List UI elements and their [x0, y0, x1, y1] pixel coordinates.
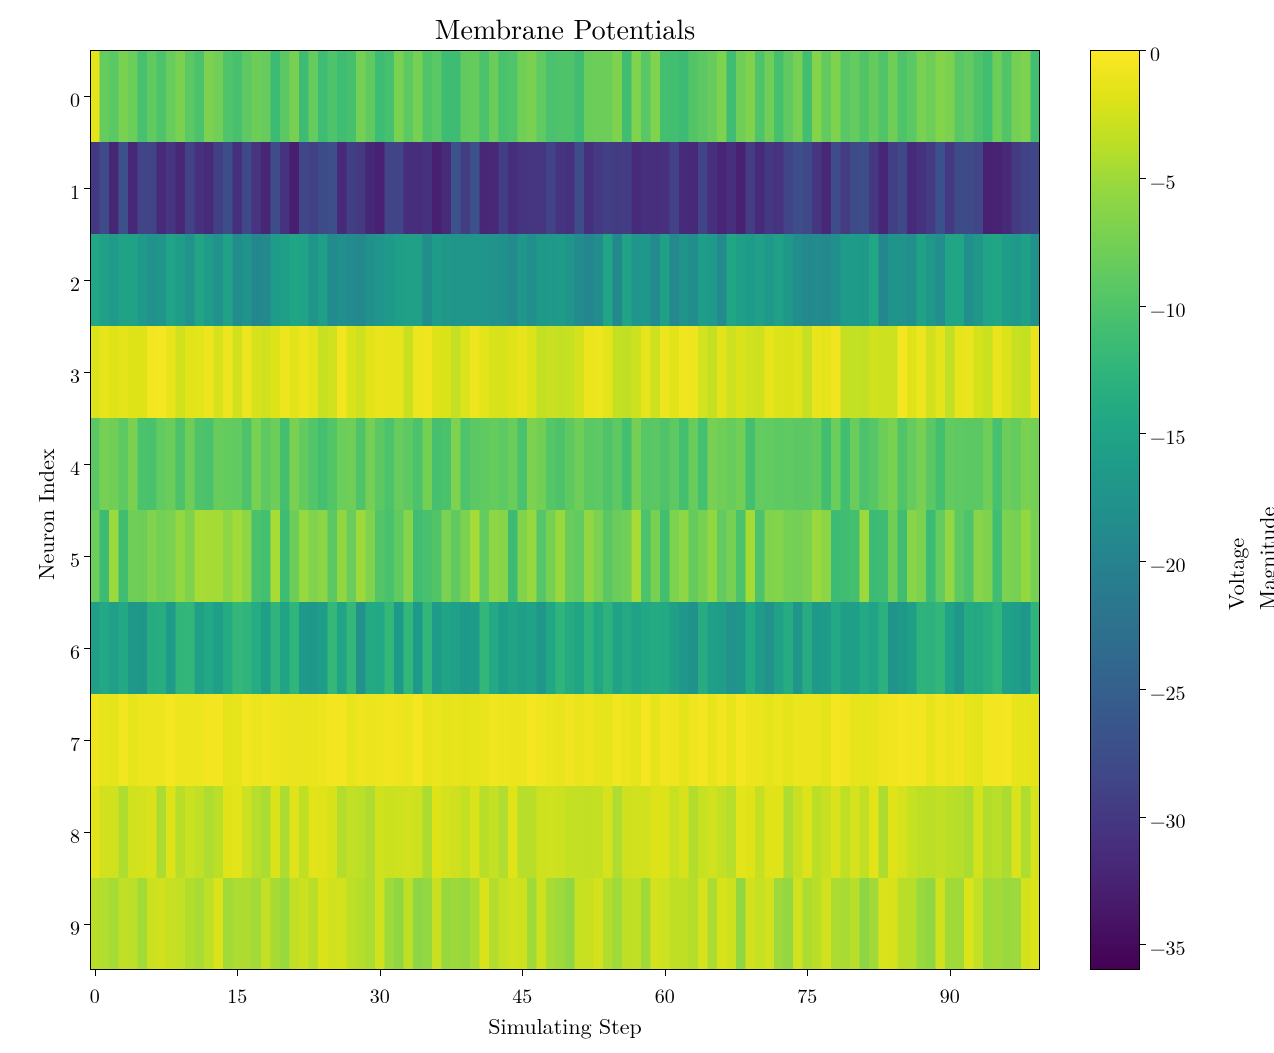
y-tick-mark [84, 96, 90, 97]
y-tick-mark [84, 924, 90, 925]
colorbar-tick-mark [1140, 178, 1146, 179]
colorbar-tick-mark [1140, 306, 1146, 307]
y-tick-label: 0 [70, 84, 80, 113]
colorbar-tick-label: −30 [1150, 805, 1186, 834]
x-tick-mark [807, 970, 808, 976]
colorbar-tick-mark [1140, 561, 1146, 562]
colorbar-tick-mark [1140, 433, 1146, 434]
colorbar-tick-mark [1140, 50, 1146, 51]
x-tick-label: 0 [80, 980, 110, 1009]
y-tick-mark [84, 832, 90, 833]
colorbar-tick-label: −15 [1150, 421, 1186, 450]
x-tick-label: 90 [935, 980, 965, 1009]
colorbar-tick-mark [1140, 689, 1146, 690]
colorbar-tick-label: −5 [1150, 166, 1176, 195]
colorbar-label: Voltage Magnitude [1220, 507, 1274, 610]
colorbar-tick-mark [1140, 944, 1146, 945]
x-tick-mark [237, 970, 238, 976]
y-tick-label: 6 [70, 636, 80, 665]
y-tick-mark [84, 280, 90, 281]
x-tick-label: 30 [365, 980, 395, 1009]
x-tick-label: 45 [507, 980, 537, 1009]
chart-title: Membrane Potentials [90, 8, 1040, 48]
x-tick-mark [950, 970, 951, 976]
colorbar-tick-label: −35 [1150, 932, 1186, 961]
y-tick-label: 4 [70, 452, 80, 481]
y-tick-label: 2 [70, 268, 80, 297]
colorbar-tick-label: 0 [1150, 38, 1160, 67]
x-tick-label: 15 [222, 980, 252, 1009]
y-tick-mark [84, 372, 90, 373]
colorbar-tick-label: −20 [1150, 549, 1186, 578]
y-tick-mark [84, 648, 90, 649]
y-tick-label: 1 [70, 176, 80, 205]
x-tick-mark [95, 970, 96, 976]
y-tick-mark [84, 740, 90, 741]
y-tick-label: 3 [70, 360, 80, 389]
x-tick-mark [380, 970, 381, 976]
x-tick-label: 75 [792, 980, 822, 1009]
y-tick-mark [84, 556, 90, 557]
y-tick-label: 5 [70, 544, 80, 573]
y-tick-label: 7 [70, 728, 80, 757]
axes-border [90, 50, 1040, 970]
x-tick-mark [522, 970, 523, 976]
x-tick-label: 60 [650, 980, 680, 1009]
y-axis-label: Neuron Index [30, 449, 61, 580]
y-tick-label: 9 [70, 912, 80, 941]
x-tick-mark [665, 970, 666, 976]
colorbar-border [1090, 50, 1140, 970]
x-axis-label: Simulating Step [90, 1010, 1040, 1041]
y-tick-label: 8 [70, 820, 80, 849]
colorbar-tick-mark [1140, 817, 1146, 818]
colorbar-tick-label: −25 [1150, 677, 1186, 706]
colorbar-tick-label: −10 [1150, 294, 1186, 323]
y-tick-mark [84, 188, 90, 189]
y-tick-mark [84, 464, 90, 465]
